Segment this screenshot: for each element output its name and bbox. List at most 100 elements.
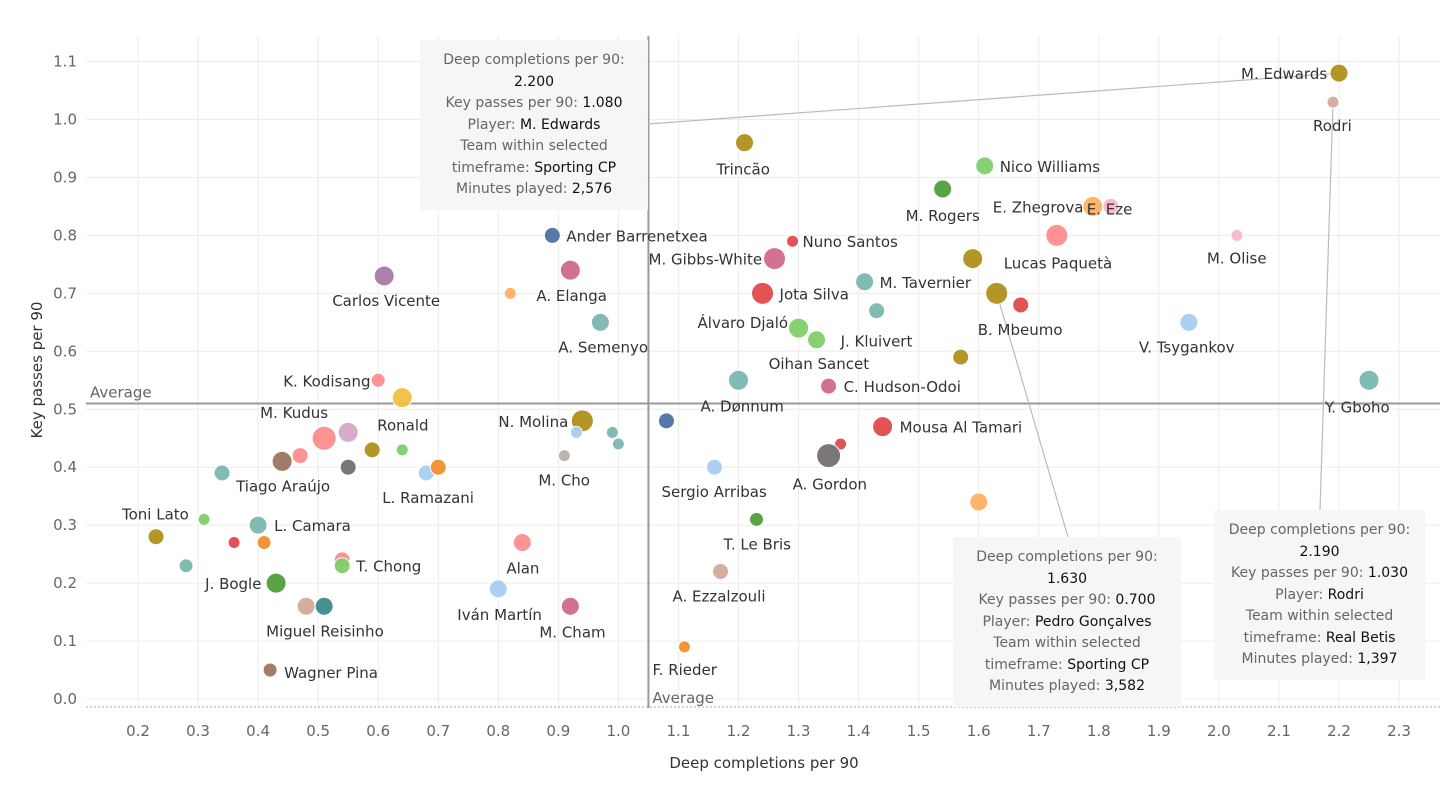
point-label: T. Chong [355,558,421,576]
data-point[interactable] [197,512,211,526]
data-point[interactable] [590,312,610,332]
data-point[interactable] [395,443,409,457]
average-y-label: Average [90,383,152,401]
data-point[interactable] [265,572,287,594]
point-label: C. Hudson-Odoi [844,378,961,396]
y-axis-title: Key passes per 90 [28,302,46,439]
data-point[interactable] [560,596,580,616]
tooltip-line: Minutes played: 3,582 [961,676,1173,698]
data-point[interactable] [868,302,886,320]
x-tick-label: 0.6 [366,722,390,740]
data-point[interactable] [763,247,787,271]
data-point[interactable] [256,535,272,551]
data-point[interactable] [557,449,571,463]
point-label: Miguel Reisinho [266,622,384,640]
data-point[interactable] [339,458,357,476]
data-point[interactable] [728,369,749,391]
y-tick-label: 0.9 [53,168,77,186]
point-label: J. Bogle [204,575,261,593]
tooltip-line: 1.630 [961,569,1173,591]
data-point[interactable] [605,425,619,439]
data-point[interactable] [677,640,691,654]
data-point[interactable] [952,348,970,366]
tooltip-line: 2.190 [1222,542,1417,564]
point-label: M. Olise [1207,249,1267,267]
data-point[interactable] [749,511,765,527]
data-point[interactable] [370,372,386,388]
average-x-label: Average [652,689,714,707]
data-point[interactable] [271,450,293,472]
data-point[interactable] [291,447,309,465]
data-point[interactable] [1102,197,1120,215]
data-point[interactable] [296,596,316,616]
tooltip-value: 0.700 [1115,592,1156,608]
data-point[interactable] [975,156,995,176]
data-point[interactable] [178,558,194,574]
data-point[interactable] [751,281,775,305]
point-label: Ronald [377,417,428,435]
point-label: Rodri [1313,117,1352,135]
data-point[interactable] [807,330,827,350]
point-label: Mousa Al Tamari [900,419,1023,437]
x-tick-label: 0.9 [546,722,570,740]
tooltip-line: Player: Pedro Gonçalves [961,612,1173,634]
data-point[interactable] [962,248,984,270]
data-point[interactable] [1329,63,1349,83]
data-point[interactable] [314,596,334,616]
data-point[interactable] [611,437,625,451]
tooltip-line: Player: M. Edwards [428,115,640,137]
point-label: Trincão [716,161,770,179]
data-point[interactable] [248,515,268,535]
data-point[interactable] [788,317,810,339]
data-point[interactable] [559,259,581,281]
data-point[interactable] [311,425,337,451]
data-point[interactable] [1179,312,1199,332]
tooltip-key: Minutes played: [1241,651,1358,667]
tooltip-value: 1.080 [582,95,623,111]
tooltip-value: Sporting CP [1067,656,1150,673]
x-axis-title: Deep completions per 90 [669,754,858,772]
data-point[interactable] [820,377,838,395]
data-point[interactable] [705,458,723,476]
tooltip-connector [996,293,1069,538]
data-point[interactable] [213,464,231,482]
data-point[interactable] [569,425,583,439]
data-point[interactable] [333,557,351,575]
data-point[interactable] [1358,369,1380,391]
tooltip-line: Team within selected [428,136,640,158]
point-label: Carlos Vicente [332,292,440,310]
data-point[interactable] [363,441,381,459]
x-tick-label: 0.8 [486,722,510,740]
data-point[interactable] [262,662,278,678]
data-point[interactable] [488,579,508,599]
data-point[interactable] [512,533,532,553]
data-point[interactable] [429,458,447,476]
tooltip-connector [647,72,1340,125]
data-point[interactable] [147,528,165,546]
data-point[interactable] [1012,296,1030,314]
data-point[interactable] [969,492,989,512]
point-label: A. Dønnum [701,397,784,415]
y-tick-label: 0.5 [53,400,77,418]
data-point[interactable] [735,133,755,153]
data-point[interactable] [786,234,800,248]
data-point[interactable] [816,443,842,469]
y-tick-label: 0.7 [53,284,77,302]
data-point[interactable] [503,286,517,300]
data-point[interactable] [855,272,875,292]
data-point[interactable] [1230,228,1244,242]
y-axis-ticks: 0.0 0.1 0.2 0.3 0.4 0.5 0.6 0.7 0.8 0.9 1.0 1.1 [53,53,77,708]
data-point[interactable] [872,416,894,438]
data-point[interactable] [1326,95,1340,109]
data-point[interactable] [337,421,359,443]
y-tick-label: 0.3 [53,516,77,534]
data-point[interactable] [227,536,241,550]
data-point[interactable] [391,387,413,409]
data-point[interactable] [373,265,395,287]
data-point[interactable] [933,179,953,199]
data-point[interactable] [985,281,1009,305]
data-point[interactable] [657,412,675,430]
data-point[interactable] [711,563,729,581]
data-point[interactable] [543,226,561,244]
data-point[interactable] [1045,223,1069,247]
